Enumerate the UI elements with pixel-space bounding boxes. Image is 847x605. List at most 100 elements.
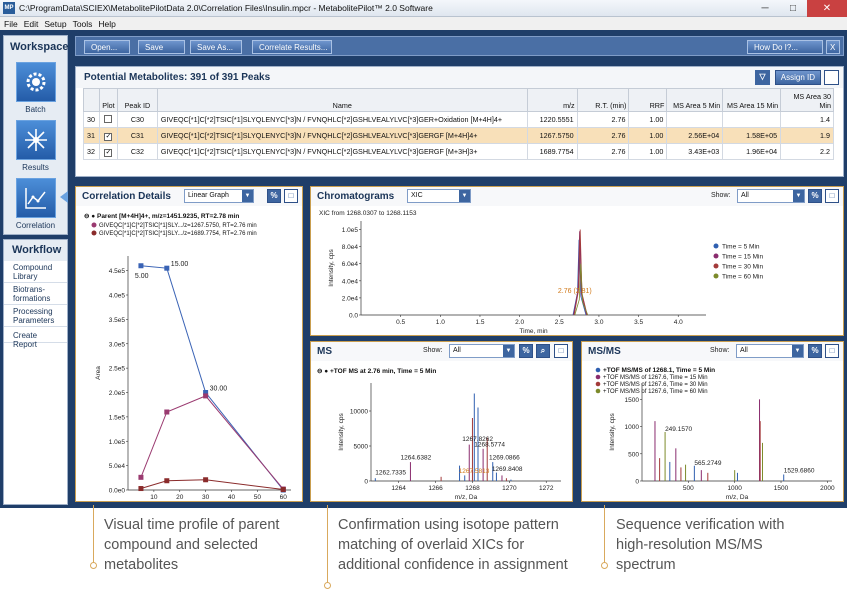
toolbar-close-button[interactable]: X xyxy=(826,40,840,54)
col-header-name[interactable]: Name xyxy=(156,88,528,112)
callout-dot xyxy=(324,582,331,589)
y-tick-label: 0 xyxy=(364,479,368,486)
correlate-results-button[interactable]: Correlate Results... xyxy=(252,40,332,54)
msms-legend-entry: +TOF MS/MS of 1267.6, Time = 30 Min xyxy=(603,382,708,388)
minimize-button[interactable]: ─ xyxy=(761,3,769,14)
workflow-compound-library[interactable]: Compound Library xyxy=(4,261,67,283)
col-header-peak-id[interactable]: Peak ID xyxy=(116,88,158,112)
results-label: Results xyxy=(22,163,49,172)
percent-icon[interactable]: % xyxy=(267,189,281,203)
peak-label: 2.76 (2.81) xyxy=(558,288,592,295)
menu-edit[interactable]: Edit xyxy=(23,18,39,29)
col-header-rrf[interactable]: RRF xyxy=(628,88,668,112)
ms-chart: ⊖ ● +TOF MS at 2.76 min, Time = 5 Min 126… xyxy=(317,368,561,501)
col-header-num xyxy=(83,88,100,112)
callout-dot xyxy=(90,562,97,569)
save-button[interactable]: Save xyxy=(138,40,185,54)
y-tick-label: 10000 xyxy=(350,409,368,416)
show-select[interactable]: All ▼ xyxy=(449,344,515,358)
menu-setup[interactable]: Setup xyxy=(44,18,67,29)
callout-line xyxy=(604,505,605,563)
percent-icon[interactable]: % xyxy=(808,344,822,358)
graph-type-select[interactable]: Linear Graph ▼ xyxy=(184,189,254,203)
xic-select[interactable]: XIC ▼ xyxy=(407,189,471,203)
col-header-rt[interactable]: R.T. (min) xyxy=(576,88,630,112)
peak-area30: 2.2 xyxy=(780,143,834,160)
filter-icon[interactable]: ▽ xyxy=(755,70,770,85)
legend-marker xyxy=(91,222,97,228)
correlation-title: Correlation Details xyxy=(82,191,171,202)
maximize-button[interactable]: □ xyxy=(789,3,797,14)
y-tick-label: 5.0e4 xyxy=(109,463,126,470)
chevron-down-icon: ▼ xyxy=(792,345,803,357)
maximize-panel-icon[interactable]: □ xyxy=(284,189,298,203)
legend-marker xyxy=(713,263,719,269)
x-tick-label: 1272 xyxy=(539,485,554,492)
percent-icon[interactable]: % xyxy=(808,189,822,203)
correlation-button[interactable] xyxy=(16,178,56,218)
plot-checkbox[interactable]: ✓ xyxy=(98,143,118,160)
y-tick-label: 1.5e5 xyxy=(109,414,126,421)
peak-mz: 1220.5551 xyxy=(526,111,578,128)
table-row[interactable]: 30 C30 GIVEQC[*1]C[*2]TSIC[*1]SLYQLENYC[… xyxy=(83,111,834,128)
workflow-biotransformations[interactable]: Biotrans-formations xyxy=(4,283,67,305)
peak-rt: 2.76 xyxy=(576,127,630,144)
workflow-title: Workflow xyxy=(4,240,67,261)
app-icon: MP xyxy=(3,2,15,14)
data-label: 30.00 xyxy=(210,386,228,393)
col-header-area5[interactable]: MS Area 5 Min xyxy=(666,88,724,112)
workflow-processing-parameters[interactable]: Processing Parameters xyxy=(4,305,67,327)
plot-checkbox[interactable] xyxy=(98,111,118,128)
how-do-i-button[interactable]: How Do I?... xyxy=(747,40,823,54)
y-tick-label: 2.0e5 xyxy=(109,390,126,397)
chevron-down-icon: ▼ xyxy=(793,190,804,202)
col-header-area15[interactable]: MS Area 15 Min xyxy=(722,88,782,112)
x-tick-label: 2.0 xyxy=(515,319,524,326)
table-header-row: Plot Peak ID Name m/z R.T. (min) RRF MS … xyxy=(83,88,834,112)
potential-metabolites-panel: Potential Metabolites: 391 of 391 Peaks … xyxy=(75,66,844,177)
open-button[interactable]: Open... xyxy=(84,40,130,54)
plot-checkbox[interactable]: ✓ xyxy=(98,127,118,144)
row-num: 30 xyxy=(83,111,100,128)
col-header-area30[interactable]: MS Area 30 Min xyxy=(780,88,834,112)
maximize-panel-icon[interactable]: □ xyxy=(825,189,839,203)
save-as-button[interactable]: Save As... xyxy=(190,40,242,54)
series-line xyxy=(140,265,284,491)
gear-icon xyxy=(26,72,46,92)
maximize-panel-icon[interactable]: □ xyxy=(825,344,839,358)
legend-series: GIVEQC[*1]C[*2]TSIC[*1]SLY.../z=1689.775… xyxy=(99,231,257,237)
workspace-panel: Workspace Batch Results Correlation xyxy=(3,35,69,235)
data-point xyxy=(164,478,170,484)
table-row-selected[interactable]: 31 ✓ C31 GIVEQC[*1]C[*2]TSIC[*1]SLYQLENY… xyxy=(83,127,834,144)
zoom-icon[interactable]: ⌕ xyxy=(536,344,550,358)
show-select[interactable]: All ▼ xyxy=(737,189,805,203)
toolbar: Open... Save Save As... Correlate Result… xyxy=(75,36,844,56)
y-tick-label: 4.0e5 xyxy=(109,293,126,300)
percent-icon[interactable]: % xyxy=(519,344,533,358)
workflow-panel: Workflow Compound Library Biotrans-forma… xyxy=(3,239,68,505)
col-header-plot[interactable]: Plot xyxy=(98,88,118,112)
x-tick-label: 1000 xyxy=(727,485,742,492)
workflow-create-report[interactable]: Create Report xyxy=(4,327,67,349)
table-row[interactable]: 32 ✓ C32 GIVEQC[*1]C[*2]TSIC[*1]SLYQLENY… xyxy=(83,143,834,160)
metabolites-title: Potential Metabolites: 391 of 391 Peaks xyxy=(84,72,271,83)
menu-tools[interactable]: Tools xyxy=(72,18,93,29)
caption-msms: Sequence verification with high-resoluti… xyxy=(616,517,785,573)
results-button[interactable] xyxy=(16,120,56,160)
close-button[interactable]: ✕ xyxy=(807,0,847,17)
menu-help[interactable]: Help xyxy=(98,18,116,29)
col-header-mz[interactable]: m/z xyxy=(526,88,578,112)
x-tick-label: 20 xyxy=(176,494,184,501)
xic-chart: XIC from 1268.0307 to 1268.1153 0.5 1.0 1.5… xyxy=(319,210,764,335)
legend-marker xyxy=(595,367,601,373)
peak-mz-label: 1529.6860 xyxy=(784,467,815,474)
maximize-panel-icon[interactable]: □ xyxy=(554,344,568,358)
batch-button[interactable] xyxy=(16,62,56,102)
menu-file[interactable]: File xyxy=(4,18,18,29)
x-tick-label: 1264 xyxy=(391,485,406,492)
assign-id-button[interactable]: Assign ID xyxy=(774,70,821,85)
show-select[interactable]: All ▼ xyxy=(736,344,804,358)
series-line xyxy=(140,395,284,490)
maximize-panel-icon[interactable] xyxy=(824,70,839,85)
x-tick-label: 40 xyxy=(228,494,236,501)
